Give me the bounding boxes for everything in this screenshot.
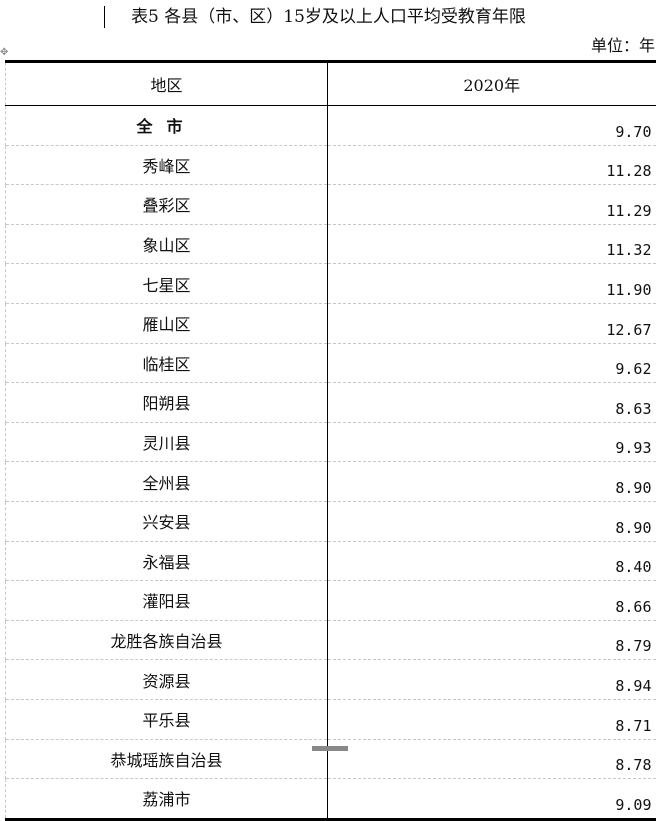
region-cell: 平乐县 [5,698,328,739]
region-cell: 阳朔县 [5,382,328,423]
table-title: 表5 各县（市、区）15岁及以上人口平均受教育年限 [131,7,526,27]
value-cell: 9.70 [327,105,656,146]
value-cell: 8.71 [327,698,656,739]
region-cell: 全州县 [5,461,328,502]
table-row: 兴安县 8.90 [5,500,656,542]
region-cell: 象山区 [5,223,328,264]
value-cell: 9.93 [327,421,656,462]
table-row: 灵川县 9.93 [5,421,656,462]
table-move-handle-icon[interactable]: ✥ [0,47,9,58]
table-row: 叠彩区 11.29 [5,184,656,225]
table-row: 荔浦市 9.09 [5,778,656,820]
region-cell: 荔浦市 [5,778,328,820]
value-cell: 11.29 [327,184,656,225]
value-cell: 11.90 [327,263,656,304]
value-cell: 8.78 [327,738,656,779]
unit-label: 单位：年 [590,36,655,55]
education-years-table: 地区 2020年 全市 9.70 秀峰区 11.28 叠彩区 11.29 象山区 11.32 七… [5,60,656,821]
region-cell: 恭城瑶族自治县 [5,738,328,779]
value-cell: 8.94 [327,659,656,700]
region-cell: 七星区 [5,263,328,304]
value-cell: 8.63 [327,382,656,423]
table-row: 平乐县 8.71 [5,698,656,739]
region-cell: 资源县 [5,659,328,700]
value-cell: 9.62 [327,342,656,383]
region-cell: 兴安县 [5,500,328,542]
value-cell: 8.66 [327,580,656,621]
table-row: 龙胜各族自治县 8.79 [5,619,656,660]
table-row: 全州县 8.90 [5,461,656,502]
value-cell: 8.90 [327,461,656,502]
value-cell: 12.67 [327,302,656,344]
value-cell: 8.40 [327,540,656,581]
region-cell: 灌阳县 [5,580,328,621]
region-cell: 全市 [5,105,328,146]
table-row: 秀峰区 11.28 [5,144,656,185]
table-row: 恭城瑶族自治县 8.78 [5,738,656,779]
table-row: 全市 9.70 [5,105,656,146]
scroll-indicator[interactable] [312,746,348,751]
region-cell: 临桂区 [5,342,328,383]
table-row: 永福县 8.40 [5,540,656,581]
region-cell: 灵川县 [5,421,328,462]
table-row: 雁山区 12.67 [5,302,656,344]
table-row: 七星区 11.90 [5,263,656,304]
table-row: 灌阳县 8.66 [5,580,656,621]
header-row: 地区 2020年 [5,61,656,106]
value-cell: 9.09 [327,778,656,820]
header-region: 地区 [5,61,328,106]
value-cell: 8.79 [327,619,656,660]
table-row: 象山区 11.32 [5,223,656,264]
region-cell: 永福县 [5,540,328,581]
value-cell: 11.32 [327,223,656,264]
value-cell: 11.28 [327,144,656,185]
table-row: 阳朔县 8.63 [5,382,656,423]
region-cell: 叠彩区 [5,184,328,225]
region-cell: 秀峰区 [5,144,328,185]
region-cell: 雁山区 [5,302,328,344]
table-row: 资源县 8.94 [5,659,656,700]
table-row: 临桂区 9.62 [5,342,656,383]
header-year: 2020年 [327,61,656,106]
value-cell: 8.90 [327,500,656,542]
region-cell: 龙胜各族自治县 [5,619,328,660]
text-cursor [104,6,105,28]
